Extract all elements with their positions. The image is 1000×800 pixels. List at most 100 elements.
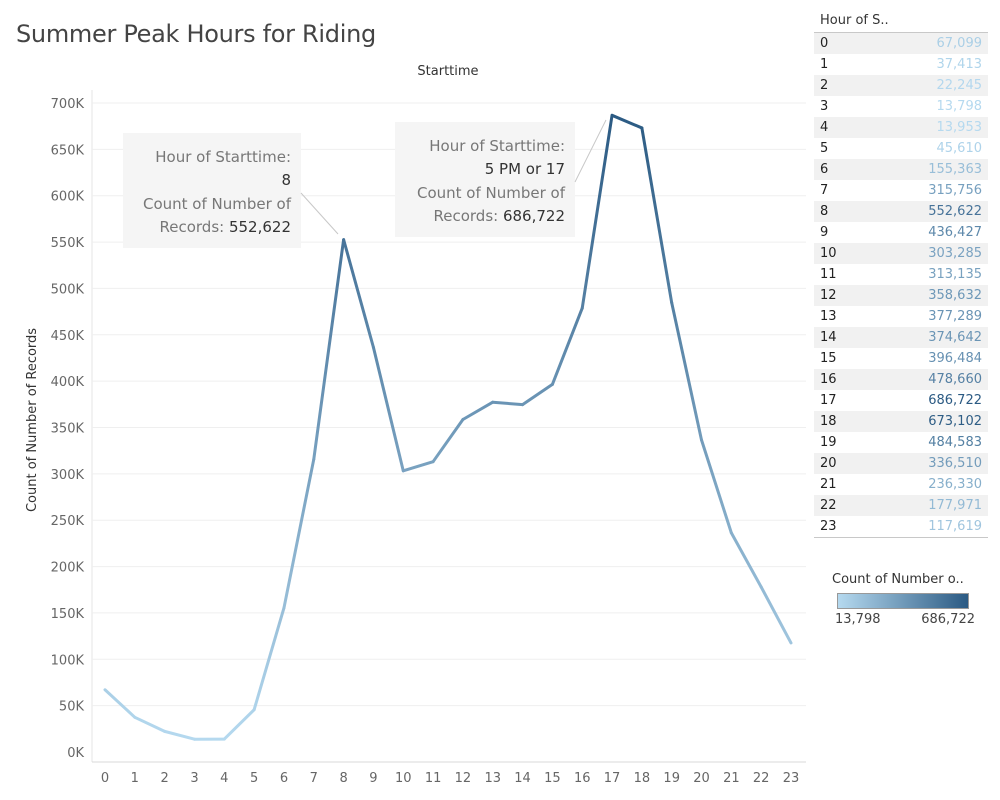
table-row[interactable]: 8 552,622 — [814, 201, 988, 222]
series-segment[interactable] — [729, 531, 763, 589]
x-tick-label: 1 — [131, 771, 139, 786]
annotation-callout: Hour of Starttime: 8 Count of Number of Rec… — [123, 133, 339, 248]
annotation-connector — [574, 119, 607, 183]
table-row[interactable]: 19 484,583 — [814, 432, 988, 453]
table-row[interactable]: 2 22,245 — [814, 75, 988, 96]
count-cell: 155,363 — [928, 162, 982, 177]
annotation-label: Count of Number of — [143, 195, 292, 213]
series-segment[interactable] — [670, 301, 704, 442]
table-row[interactable]: 12 358,632 — [814, 285, 988, 306]
legend-gradient-bar — [837, 593, 969, 609]
annotation-callout: Hour of Starttime: 5 PM or 17 Count of Num… — [395, 119, 607, 237]
hour-cell: 1 — [820, 57, 829, 72]
chart-title: Summer Peak Hours for Riding — [16, 20, 376, 48]
table-row[interactable]: 18 673,102 — [814, 411, 988, 432]
hour-cell: 6 — [820, 162, 829, 177]
series-segment[interactable] — [491, 400, 525, 407]
series-segment[interactable] — [550, 306, 584, 386]
table-row[interactable]: 13 377,289 — [814, 306, 988, 327]
x-tick-label: 23 — [783, 771, 800, 786]
y-tick-label: 50K — [59, 700, 85, 715]
table-row[interactable]: 20 336,510 — [814, 453, 988, 474]
series-segment[interactable] — [700, 438, 733, 535]
x-tick-label: 16 — [574, 771, 591, 786]
y-tick-label: 350K — [51, 422, 85, 437]
y-tick-label: 700K — [51, 97, 85, 112]
table-row[interactable]: 22 177,971 — [814, 495, 988, 516]
series-segment[interactable] — [521, 382, 554, 407]
table-row[interactable]: 16 478,660 — [814, 369, 988, 390]
series-segment[interactable] — [610, 113, 644, 130]
count-cell: 13,798 — [936, 99, 983, 114]
table-row[interactable]: 23 117,619 — [814, 516, 988, 537]
series-segment[interactable] — [252, 606, 286, 712]
table-row[interactable]: 3 13,798 — [814, 96, 988, 117]
table-row[interactable]: 11 313,135 — [814, 264, 988, 285]
annotation-box — [123, 133, 301, 248]
x-tick-label: 10 — [395, 771, 412, 786]
count-cell: 45,610 — [936, 141, 983, 156]
series-segment[interactable] — [312, 238, 346, 461]
x-tick-label: 11 — [425, 771, 442, 786]
table-row[interactable]: 14 374,642 — [814, 327, 988, 348]
series-segment[interactable] — [222, 708, 256, 741]
table-row[interactable]: 5 45,610 — [814, 138, 988, 159]
series-segment[interactable] — [133, 715, 167, 733]
table-header[interactable]: Hour of S.. — [814, 10, 988, 33]
hour-cell: 20 — [820, 456, 837, 471]
count-cell: 436,427 — [928, 225, 982, 240]
x-tick-label: 18 — [634, 771, 651, 786]
y-tick-label: 300K — [51, 468, 85, 483]
hour-cell: 3 — [820, 99, 829, 114]
series-segment[interactable] — [163, 729, 196, 741]
series-segment[interactable] — [640, 126, 674, 305]
hour-cell: 15 — [820, 351, 837, 366]
y-tick-label: 500K — [51, 282, 85, 297]
line-chart: 0K 50K 100K 150K 200K 250K 300K 350K 400K 450K 500… — [25, 90, 806, 786]
count-cell: 13,953 — [936, 120, 983, 135]
table-row[interactable]: 1 37,413 — [814, 54, 988, 75]
table-row[interactable]: 6 155,363 — [814, 159, 988, 180]
count-cell: 484,583 — [928, 435, 982, 450]
hour-cell: 7 — [820, 183, 829, 198]
table-row[interactable]: 21 236,330 — [814, 474, 988, 495]
count-cell: 478,660 — [928, 372, 982, 387]
count-cell: 552,622 — [928, 204, 982, 219]
series-segment[interactable] — [103, 688, 137, 719]
x-tick-label: 7 — [310, 771, 318, 786]
series-segment[interactable] — [580, 113, 614, 310]
series-segment[interactable] — [759, 585, 793, 645]
x-tick-label: 19 — [663, 771, 680, 786]
series-segment[interactable] — [431, 417, 465, 464]
table-row[interactable]: 9 436,427 — [814, 222, 988, 243]
hour-count-table: Hour of S.. 0 67,099 1 37,413 2 22,245 3 13,798… — [814, 10, 988, 538]
count-cell: 358,632 — [928, 288, 982, 303]
x-tick-label: 2 — [161, 771, 169, 786]
table-row[interactable]: 7 315,756 — [814, 180, 988, 201]
count-cell: 22,245 — [936, 78, 983, 93]
series-segment[interactable] — [282, 457, 316, 610]
series-line[interactable] — [103, 113, 793, 741]
annotation-connector — [300, 192, 339, 235]
table-row[interactable]: 0 67,099 — [814, 33, 988, 54]
count-cell: 336,510 — [928, 456, 982, 471]
y-tick-label: 650K — [51, 143, 85, 158]
series-segment[interactable] — [461, 400, 495, 421]
count-cell: 686,722 — [928, 393, 982, 408]
color-legend[interactable]: Count of Number o.. 13,798 686,722 — [832, 572, 982, 627]
hour-cell: 8 — [820, 204, 829, 219]
y-tick-label: 600K — [51, 190, 85, 205]
x-tick-label: 22 — [753, 771, 770, 786]
table-row[interactable]: 15 396,484 — [814, 348, 988, 369]
hour-cell: 22 — [820, 498, 837, 513]
table-row[interactable]: 10 303,285 — [814, 243, 988, 264]
table-rows: 0 67,099 1 37,413 2 22,245 3 13,798 4 13,953 5 45,6… — [814, 33, 988, 537]
table-row[interactable]: 4 13,953 — [814, 117, 988, 138]
count-cell: 117,619 — [928, 519, 982, 534]
hour-cell: 14 — [820, 330, 837, 345]
series-segment[interactable] — [342, 238, 375, 349]
series-segment[interactable] — [371, 345, 405, 473]
annotation-label: Hour of Starttime: — [155, 148, 291, 166]
table-row[interactable]: 17 686,722 — [814, 390, 988, 411]
series-segment[interactable] — [401, 460, 435, 473]
